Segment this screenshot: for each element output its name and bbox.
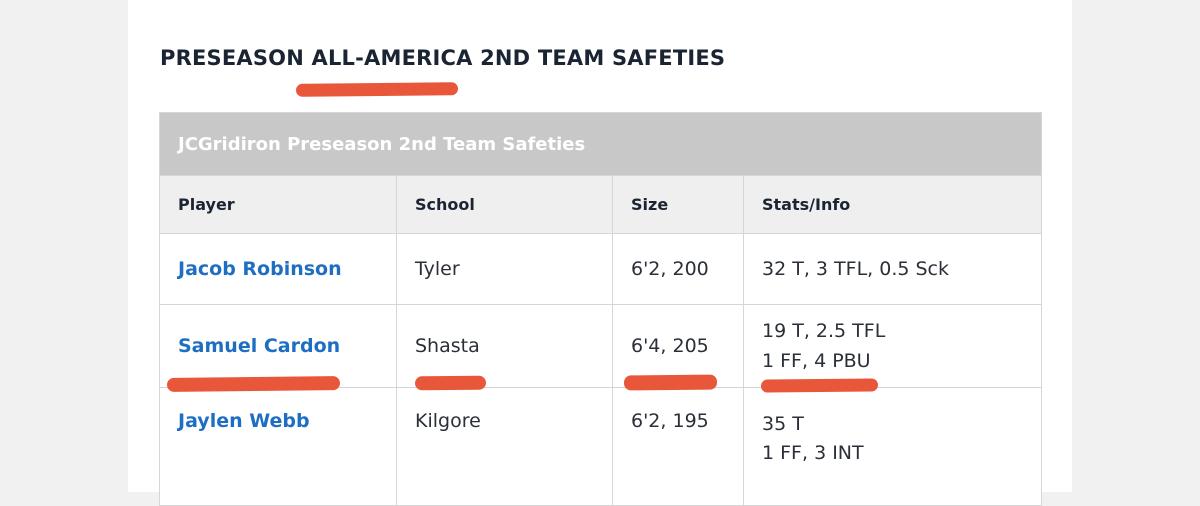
stats-line: 1 FF, 3 INT [762,442,864,464]
stats-cell: 32 T, 3 TFL, 0.5 Sck [742,233,1043,305]
highlight-mark-stats [760,378,879,393]
player-link-jacob-robinson[interactable]: Jacob Robinson [159,233,397,305]
highlight-mark-all-america [295,82,459,97]
highlight-mark-size [623,374,718,391]
stats-line: 35 T [762,413,804,435]
table-caption: JCGridiron Preseason 2nd Team Safeties [158,112,1043,176]
table-header-row: Player School Size Stats/Info [159,175,1043,234]
table-row: Samuel Cardon Shasta 6'4, 205 19 T, 2.5 … [159,304,1043,388]
stats-cell: 35 T 1 FF, 3 INT [742,387,1043,506]
size-cell: 6'2, 200 [612,233,744,305]
title-part-team-safeties: 2ND TEAM SAFETIES [472,46,726,70]
title-part-all-america: ALL-AMERICA [311,46,473,70]
col-header-size: Size [612,175,744,234]
col-header-school: School [396,175,613,234]
stats-cell: 19 T, 2.5 TFL 1 FF, 4 PBU [742,304,1043,388]
highlight-mark-player [166,376,341,392]
stats-line: 1 FF, 4 PBU [762,350,871,372]
size-cell: 6'4, 205 [612,304,744,388]
title-part-preseason: PRESEASON [160,46,312,70]
table-row: Jacob Robinson Tyler 6'2, 200 32 T, 3 TF… [159,233,1043,305]
table-row: Jaylen Webb Kilgore 6'2, 195 35 T 1 FF, … [159,387,1043,506]
page-title: PRESEASON ALL-AMERICA 2ND TEAM SAFETIES [160,46,725,70]
highlight-mark-school [414,375,487,391]
school-cell: Kilgore [396,387,613,506]
stats-line: 19 T, 2.5 TFL [762,320,886,342]
player-link-samuel-cardon[interactable]: Samuel Cardon [159,304,397,388]
table-caption-row: JCGridiron Preseason 2nd Team Safeties [158,112,1043,176]
col-header-player: Player [159,175,397,234]
stats-line: 32 T, 3 TFL, 0.5 Sck [762,257,949,280]
player-link-jaylen-webb[interactable]: Jaylen Webb [159,387,397,506]
school-cell: Tyler [396,233,613,305]
size-cell: 6'2, 195 [612,387,744,506]
school-cell: Shasta [396,304,613,388]
col-header-stats: Stats/Info [742,175,1043,234]
safeties-table: JCGridiron Preseason 2nd Team Safeties P… [158,112,1043,506]
